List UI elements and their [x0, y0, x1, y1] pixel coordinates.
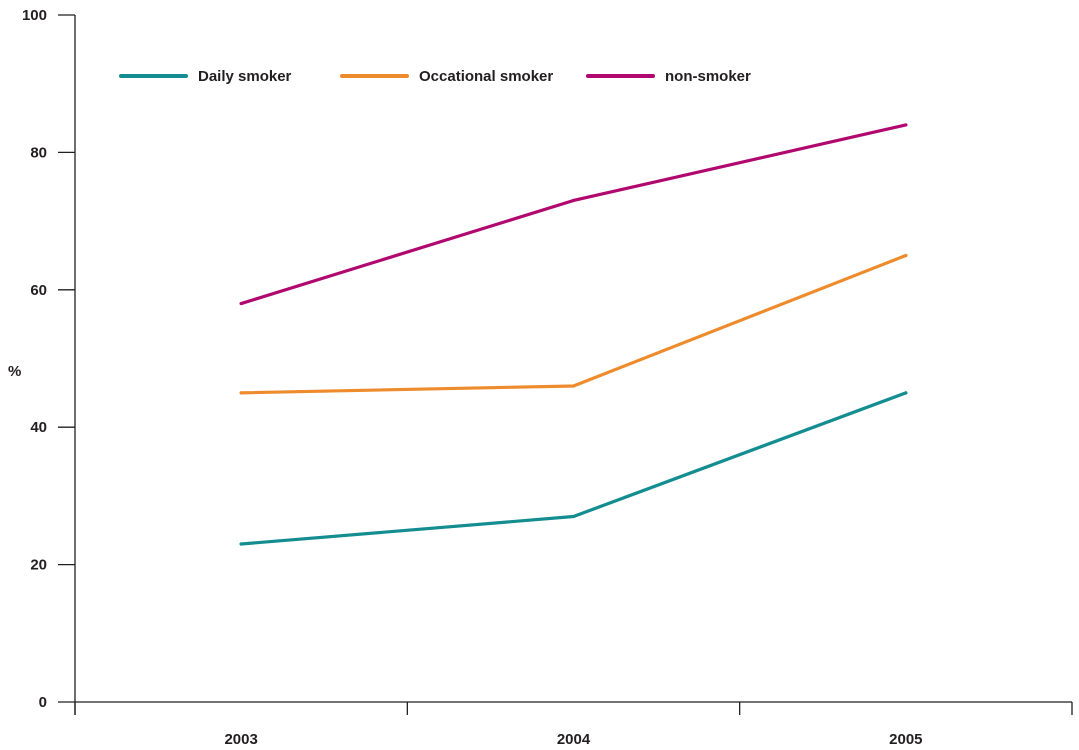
data-point-daily-smoker: [571, 514, 576, 519]
data-point-non-smoker: [571, 198, 576, 203]
legend-label-non-smoker: non-smoker: [665, 68, 751, 85]
y-tick-label: 0: [39, 694, 47, 711]
series-line-daily-smoker: [239, 391, 908, 546]
y-tick-label: 60: [30, 282, 47, 299]
y-tick-label: 40: [30, 419, 47, 436]
legend-label-occational-smoker: Occational smoker: [419, 68, 553, 85]
y-tick-label: 80: [30, 144, 47, 161]
data-point-occational-smoker: [239, 391, 243, 395]
data-point-occational-smoker: [904, 253, 908, 258]
series-line-non-smoker: [239, 123, 908, 306]
y-tick-label: 20: [30, 557, 47, 574]
axes: %: [8, 15, 1072, 715]
x-tick-label: 2004: [557, 731, 591, 748]
data-point-occational-smoker: [571, 384, 576, 388]
data-point-daily-smoker: [239, 542, 243, 546]
y-axis-title: %: [8, 363, 21, 380]
series-line-occational-smoker: [239, 253, 908, 395]
series-lines: [239, 123, 908, 546]
y-tick-label: 100: [22, 7, 47, 24]
legend: Daily smoker Occational smoker non-smoker: [119, 68, 751, 85]
data-point-non-smoker: [239, 301, 243, 306]
x-tick-label: 2003: [224, 731, 257, 748]
data-point-daily-smoker: [904, 391, 908, 395]
legend-label-daily-smoker: Daily smoker: [198, 68, 292, 85]
x-ticks: 2003 2004 2005: [74, 702, 1073, 748]
x-tick-label: 2005: [889, 731, 922, 748]
y-ticks: 0 20 40 60 80 100: [22, 7, 75, 711]
data-point-non-smoker: [904, 123, 908, 127]
